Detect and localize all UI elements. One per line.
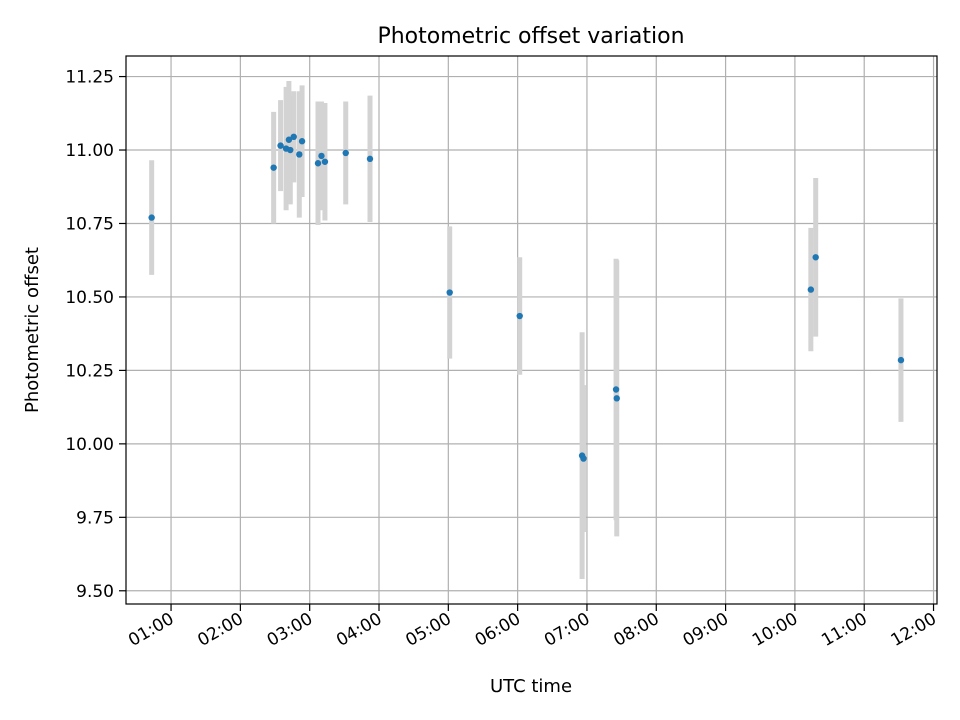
data-point xyxy=(298,138,306,145)
y-axis: 9.50 9.75 10.00 10.25 10.50 10.75 11.00 11.25 xyxy=(65,68,126,602)
data-point xyxy=(314,160,322,167)
data-point xyxy=(277,142,284,149)
y-tick-label: 10.00 xyxy=(65,435,114,455)
x-tick-label: 08:00 xyxy=(610,609,662,651)
data-point xyxy=(613,395,620,402)
data-point xyxy=(285,136,293,143)
x-tick-label: 11:00 xyxy=(818,609,870,651)
data-point xyxy=(580,455,587,462)
x-tick-label: 03:00 xyxy=(264,609,316,651)
plot-frame xyxy=(125,55,938,605)
data-point xyxy=(287,146,294,154)
data-point xyxy=(807,286,815,293)
y-tick-label: 11.25 xyxy=(65,68,114,88)
y-tick-label: 10.25 xyxy=(65,361,114,381)
data-point xyxy=(366,155,374,163)
x-tick-label: 05:00 xyxy=(402,609,454,651)
y-tick-label: 9.75 xyxy=(76,508,114,528)
data-point xyxy=(318,152,325,160)
y-axis-label: Photometric offset xyxy=(22,247,43,413)
x-tick-label: 06:00 xyxy=(472,609,524,651)
data-point xyxy=(290,133,297,141)
data-point xyxy=(612,386,620,393)
x-tick-label: 09:00 xyxy=(680,609,732,651)
y-tick-label: 10.50 xyxy=(65,288,114,308)
x-tick-label: 02:00 xyxy=(194,609,246,651)
x-axis: 01:00 02:00 03:00 04:00 05:00 06:00 07:00 08:00… xyxy=(125,604,940,651)
y-tick-label: 9.50 xyxy=(76,582,114,602)
x-tick-label: 04:00 xyxy=(333,609,385,651)
x-axis-label: UTC time xyxy=(490,676,572,697)
y-tick-label: 11.00 xyxy=(65,141,114,161)
x-tick-label: 12:00 xyxy=(888,609,940,651)
x-tick-label: 07:00 xyxy=(541,609,593,651)
data-point xyxy=(446,289,453,296)
data-point xyxy=(321,158,329,165)
x-tick-label: 10:00 xyxy=(749,609,801,651)
data-point xyxy=(812,254,819,261)
data-point xyxy=(897,356,905,364)
chart-title: Photometric offset variation xyxy=(377,24,684,49)
data-point xyxy=(516,312,523,320)
error-bars xyxy=(149,80,904,580)
data-point xyxy=(270,164,277,171)
x-tick-label: 01:00 xyxy=(125,609,177,651)
grid xyxy=(126,56,937,604)
y-tick-label: 10.75 xyxy=(65,214,114,234)
data-point xyxy=(296,151,303,158)
data-points xyxy=(148,133,905,462)
data-point xyxy=(342,149,349,157)
data-point xyxy=(148,214,155,221)
